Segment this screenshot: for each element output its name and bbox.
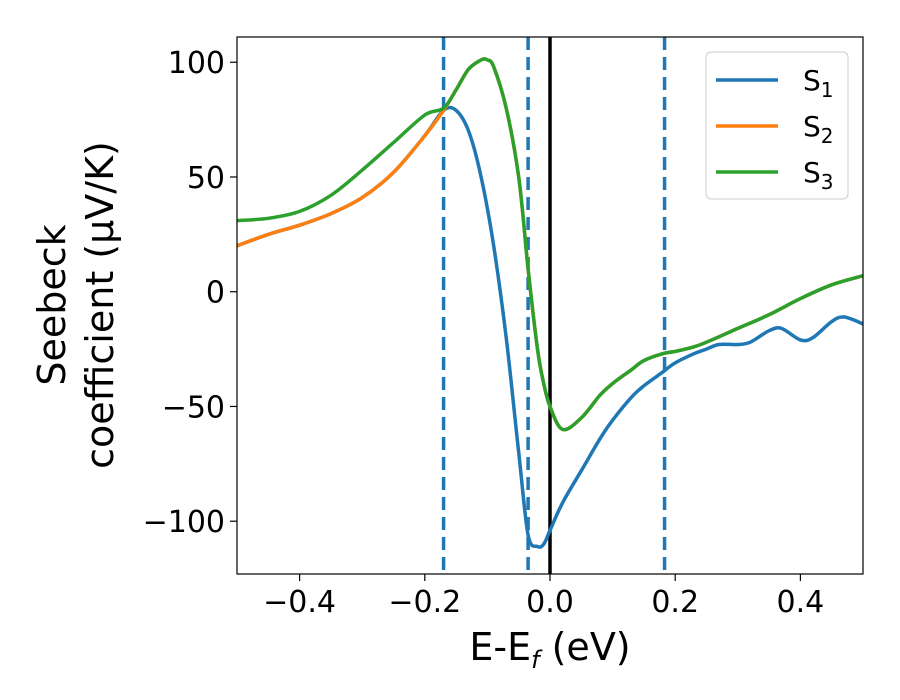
y-tick-label: 100: [168, 46, 225, 81]
y-axis-label-line1: Seebeck: [30, 224, 74, 385]
y-tick-label: −50: [162, 390, 225, 425]
x-tick-label: −0.2: [388, 585, 461, 620]
series-layer: [237, 57, 863, 549]
y-axis-label-line2: coefficient (μV/K): [78, 141, 122, 469]
y-tick-label: −100: [143, 505, 225, 540]
y-tick-label: 0: [206, 276, 225, 311]
y-tick-label: 50: [187, 161, 225, 196]
x-tick-label: 0.2: [651, 585, 699, 620]
x-tick-label: −0.4: [263, 585, 336, 620]
x-axis-label-unit: (eV): [540, 625, 631, 669]
legend-label-s1: S1: [803, 64, 834, 102]
legend-label-s3: S3: [803, 156, 834, 194]
reference-lines: [441, 37, 667, 574]
legend-label-s2: S2: [803, 110, 834, 148]
x-axis-label: E-Ef (eV): [469, 625, 630, 674]
x-tick-label: 0.4: [777, 585, 825, 620]
series-line-s3: [237, 57, 863, 432]
x-axis-ticks: −0.4 −0.2 0.0 0.2 0.4: [263, 574, 824, 620]
y-axis-ticks: −100 −50 0 50 100: [143, 46, 237, 540]
legend: S1 S2 S3: [705, 51, 849, 200]
x-tick-label: 0.0: [526, 585, 574, 620]
